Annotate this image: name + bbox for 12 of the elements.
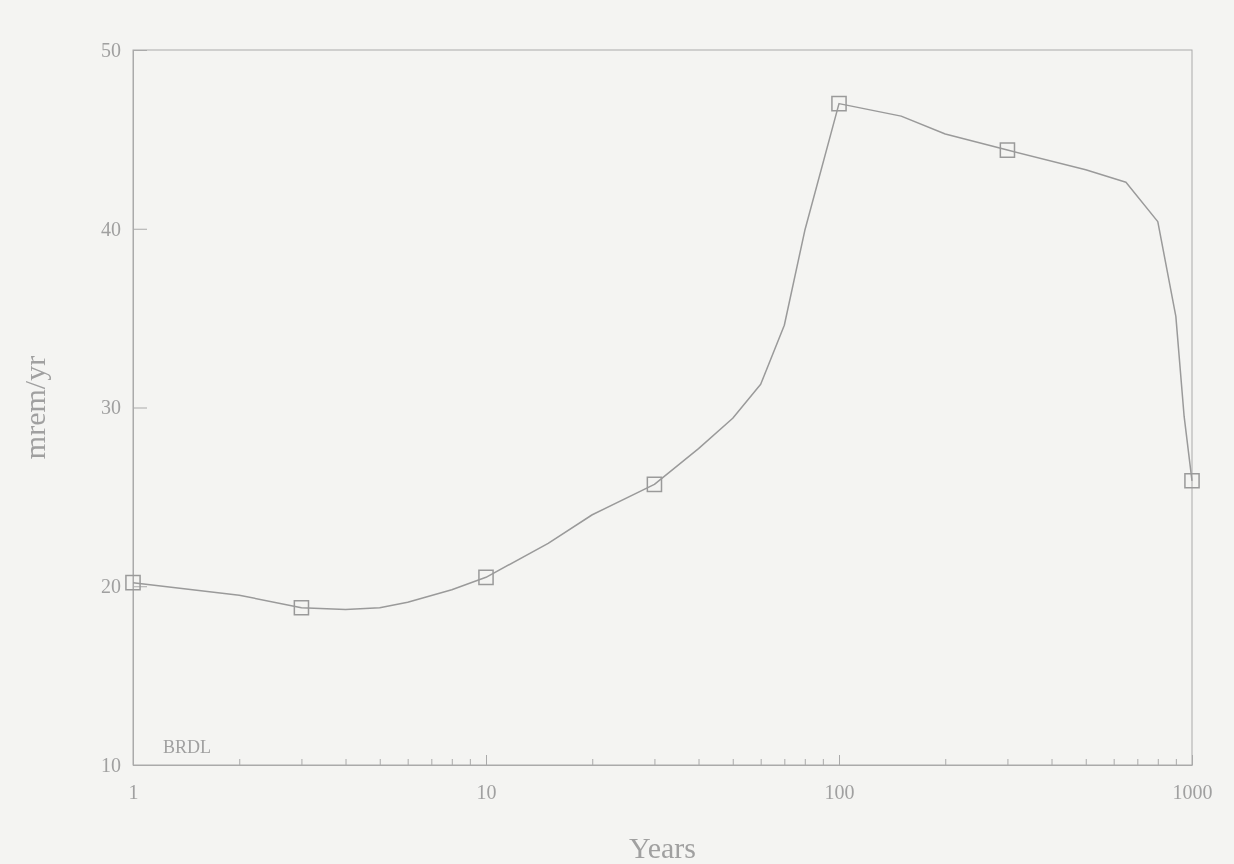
y-tick-label: 30 <box>101 396 121 419</box>
y-tick-label: 40 <box>101 217 121 240</box>
x-tick-label: 10 <box>476 781 497 804</box>
x-tick-label: 100 <box>824 781 855 804</box>
x-axis-title: Years <box>629 831 696 864</box>
y-axis-title: mrem/yr <box>18 355 51 460</box>
y-tick-label: 10 <box>101 753 121 776</box>
y-tick-label: 50 <box>101 38 121 61</box>
y-tick-label: 20 <box>101 575 121 598</box>
x-tick-label: 1 <box>128 781 139 804</box>
annotation: BRDL <box>163 737 212 757</box>
x-tick-label: 1000 <box>1172 781 1213 804</box>
